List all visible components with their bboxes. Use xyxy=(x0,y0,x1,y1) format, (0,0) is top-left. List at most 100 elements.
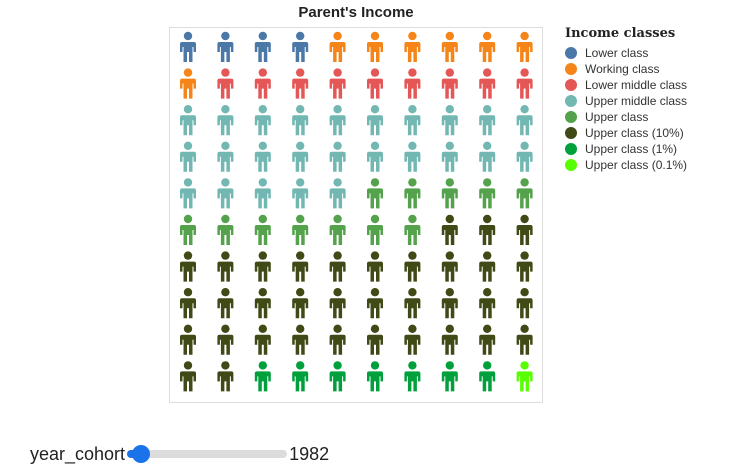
legend-label: Lower middle class xyxy=(585,78,688,92)
person-icon xyxy=(479,68,496,99)
person-icon xyxy=(404,178,421,209)
person-icon xyxy=(329,214,346,245)
person-icon xyxy=(404,288,421,319)
person-icon xyxy=(479,178,496,209)
legend-swatch xyxy=(565,127,577,139)
person-icon xyxy=(367,141,383,172)
person-icon xyxy=(254,178,271,209)
legend-label: Working class xyxy=(585,62,660,76)
legend-label: Upper class (0.1%) xyxy=(585,158,688,172)
person-icon xyxy=(404,105,421,136)
legend-label: Upper middle class xyxy=(585,94,688,108)
legend-items: Lower class Working class Lower middle cla… xyxy=(565,45,740,173)
person-icon xyxy=(516,31,533,62)
legend-swatch xyxy=(565,159,577,171)
person-icon xyxy=(180,214,196,245)
year-cohort-slider-row: year_cohort 1982 xyxy=(30,441,329,467)
person-icon xyxy=(516,178,533,209)
person-icon xyxy=(254,361,271,392)
person-icon xyxy=(217,105,234,136)
person-icon xyxy=(180,288,196,319)
legend-swatch xyxy=(565,111,577,123)
legend-item: Upper class (1%) xyxy=(565,141,740,157)
pictogram-chart xyxy=(180,31,533,392)
legend-swatch xyxy=(565,79,577,91)
person-icon xyxy=(441,251,458,282)
legend-item: Upper class (0.1%) xyxy=(565,157,740,173)
person-icon xyxy=(217,31,234,62)
person-icon xyxy=(441,178,458,209)
person-icon xyxy=(516,251,533,282)
person-icon xyxy=(180,178,196,209)
plot-frame xyxy=(169,27,543,403)
legend-label: Upper class (1%) xyxy=(585,142,678,156)
person-icon xyxy=(516,324,533,355)
person-icon xyxy=(292,68,309,99)
legend-item: Lower class xyxy=(565,45,740,61)
person-icon xyxy=(329,141,346,172)
person-icon xyxy=(404,324,421,355)
person-icon xyxy=(217,68,234,99)
person-icon xyxy=(367,361,383,392)
person-icon xyxy=(404,31,421,62)
person-icon xyxy=(217,141,234,172)
person-icon xyxy=(479,251,496,282)
legend-label: Upper class (10%) xyxy=(585,126,684,140)
person-icon xyxy=(217,178,234,209)
person-icon xyxy=(217,324,234,355)
person-icon xyxy=(404,141,421,172)
person-icon xyxy=(292,214,309,245)
person-icon xyxy=(404,214,421,245)
legend-label: Upper class xyxy=(585,110,649,124)
slider-label: year_cohort xyxy=(30,443,126,464)
person-icon xyxy=(329,105,346,136)
person-icon xyxy=(329,178,346,209)
person-icon xyxy=(479,31,496,62)
person-icon xyxy=(479,361,496,392)
person-icon xyxy=(441,324,458,355)
person-icon xyxy=(180,361,196,392)
person-icon xyxy=(217,251,234,282)
person-icon xyxy=(329,288,346,319)
person-icon xyxy=(180,31,196,62)
year-cohort-slider[interactable] xyxy=(127,445,288,463)
person-icon xyxy=(367,178,383,209)
person-icon xyxy=(441,214,458,245)
person-icon xyxy=(329,324,346,355)
person-icon xyxy=(367,31,383,62)
person-icon xyxy=(367,214,383,245)
legend-item: Upper class xyxy=(565,109,740,125)
legend: Income classes Lower class Working class L… xyxy=(565,26,740,173)
person-icon xyxy=(516,361,533,392)
person-icon xyxy=(254,141,271,172)
person-icon xyxy=(180,324,196,355)
person-icon xyxy=(180,251,196,282)
slider-thumb[interactable] xyxy=(132,445,151,463)
person-icon xyxy=(516,141,533,172)
person-icon xyxy=(254,251,271,282)
person-icon xyxy=(441,141,458,172)
person-icon xyxy=(516,214,533,245)
chart-title: Parent's Income xyxy=(298,4,414,21)
person-icon xyxy=(292,178,309,209)
person-icon xyxy=(329,68,346,99)
person-icon xyxy=(441,31,458,62)
legend-item: Upper class (10%) xyxy=(565,125,740,141)
person-icon xyxy=(367,251,383,282)
person-icon xyxy=(292,251,309,282)
legend-item: Lower middle class xyxy=(565,77,740,93)
legend-label: Lower class xyxy=(585,46,649,60)
person-icon xyxy=(254,105,271,136)
legend-swatch xyxy=(565,143,577,155)
person-icon xyxy=(479,324,496,355)
person-icon xyxy=(254,31,271,62)
person-icon xyxy=(180,141,196,172)
person-icon xyxy=(254,68,271,99)
person-icon xyxy=(516,105,533,136)
person-icon xyxy=(367,324,383,355)
person-icon xyxy=(329,31,346,62)
person-icon xyxy=(441,105,458,136)
slider-value: 1982 xyxy=(289,443,330,464)
person-icon xyxy=(479,288,496,319)
person-icon xyxy=(292,361,309,392)
